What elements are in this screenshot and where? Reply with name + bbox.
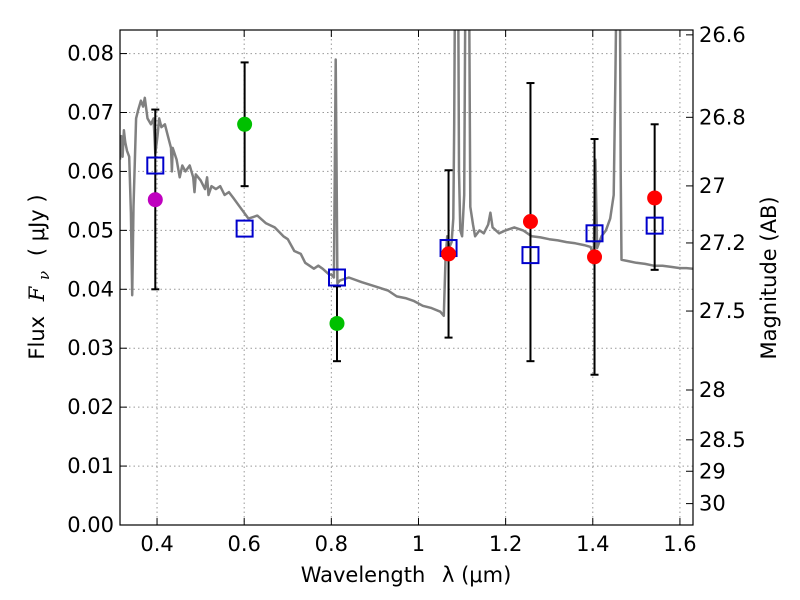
x-tick-label: 1 xyxy=(412,532,425,556)
measurement-point xyxy=(647,190,663,206)
y-tick-label: 0.06 xyxy=(67,159,114,183)
y-axis-label-subscript: ν xyxy=(35,271,53,280)
model-photometry-square xyxy=(327,268,346,287)
y-tick-label: 0.03 xyxy=(67,336,114,360)
y2-axis-label: Magnitude (AB) xyxy=(757,196,781,359)
model-photometry-square xyxy=(585,224,604,243)
x-tick-label: 0.8 xyxy=(315,532,348,556)
model-spectrum-layer xyxy=(120,30,693,318)
y-tick-label: 0.02 xyxy=(67,395,114,419)
measurement-point xyxy=(441,246,457,262)
y-axis-label-units: ( μJy ) xyxy=(25,194,49,256)
model-spectrum-line xyxy=(120,30,693,318)
plot-background xyxy=(120,30,693,525)
measurement-layer xyxy=(147,116,663,331)
x-axis-label: Wavelength λ (μm) xyxy=(301,563,512,587)
measurement-point xyxy=(329,315,345,331)
measurement-point xyxy=(587,249,603,265)
x-axis-label-text: Wavelength xyxy=(301,563,426,587)
y-tick-label: 0.07 xyxy=(67,101,114,125)
x-tick-label: 0.4 xyxy=(140,532,173,556)
x-tick-label: 1.4 xyxy=(576,532,609,556)
x-axis-label-symbol: λ (μm) xyxy=(442,563,511,587)
y2-tick-label: 26.6 xyxy=(699,23,746,47)
y-tick-label: 0.05 xyxy=(67,218,114,242)
x-tick-label: 1.6 xyxy=(663,532,696,556)
x-tick-label: 1.2 xyxy=(489,532,522,556)
model-photometry-square xyxy=(146,156,165,175)
y2-tick-label: 28.5 xyxy=(699,428,746,452)
y-axis-label-text: Flux xyxy=(25,316,49,360)
model-photometry-square xyxy=(235,219,254,238)
plot-frame xyxy=(119,29,694,526)
y2-tick-label: 28 xyxy=(699,378,726,402)
y-tick-label: 0.08 xyxy=(67,42,114,66)
y2-tick-label: 26.8 xyxy=(699,105,746,129)
y-tick-label: 0.01 xyxy=(67,454,114,478)
ticks: 0.4 0.6 0.8 1 1.2 1.4 1.6 0.00 0.01 0.02 0.03 0.04 0… xyxy=(67,23,746,556)
y2-tick-label: 27.2 xyxy=(699,231,746,255)
model-photometry-square xyxy=(521,246,540,265)
y-axis-label-symbol: F xyxy=(25,285,49,302)
measurement-point xyxy=(237,116,253,132)
measurement-point xyxy=(147,192,163,208)
y2-tick-label: 30 xyxy=(699,492,726,516)
y-tick-label: 0.04 xyxy=(67,277,114,301)
y-axis-label: Flux F ν ( μJy ) xyxy=(25,194,54,359)
measurement-point xyxy=(522,214,538,230)
model-photometry-square xyxy=(645,216,664,235)
y2-tick-label: 29 xyxy=(699,459,726,483)
x-tick-label: 0.6 xyxy=(227,532,260,556)
y2-tick-label: 27.5 xyxy=(699,299,746,323)
y-tick-label: 0.00 xyxy=(67,513,114,537)
y2-tick-label: 27 xyxy=(699,174,726,198)
